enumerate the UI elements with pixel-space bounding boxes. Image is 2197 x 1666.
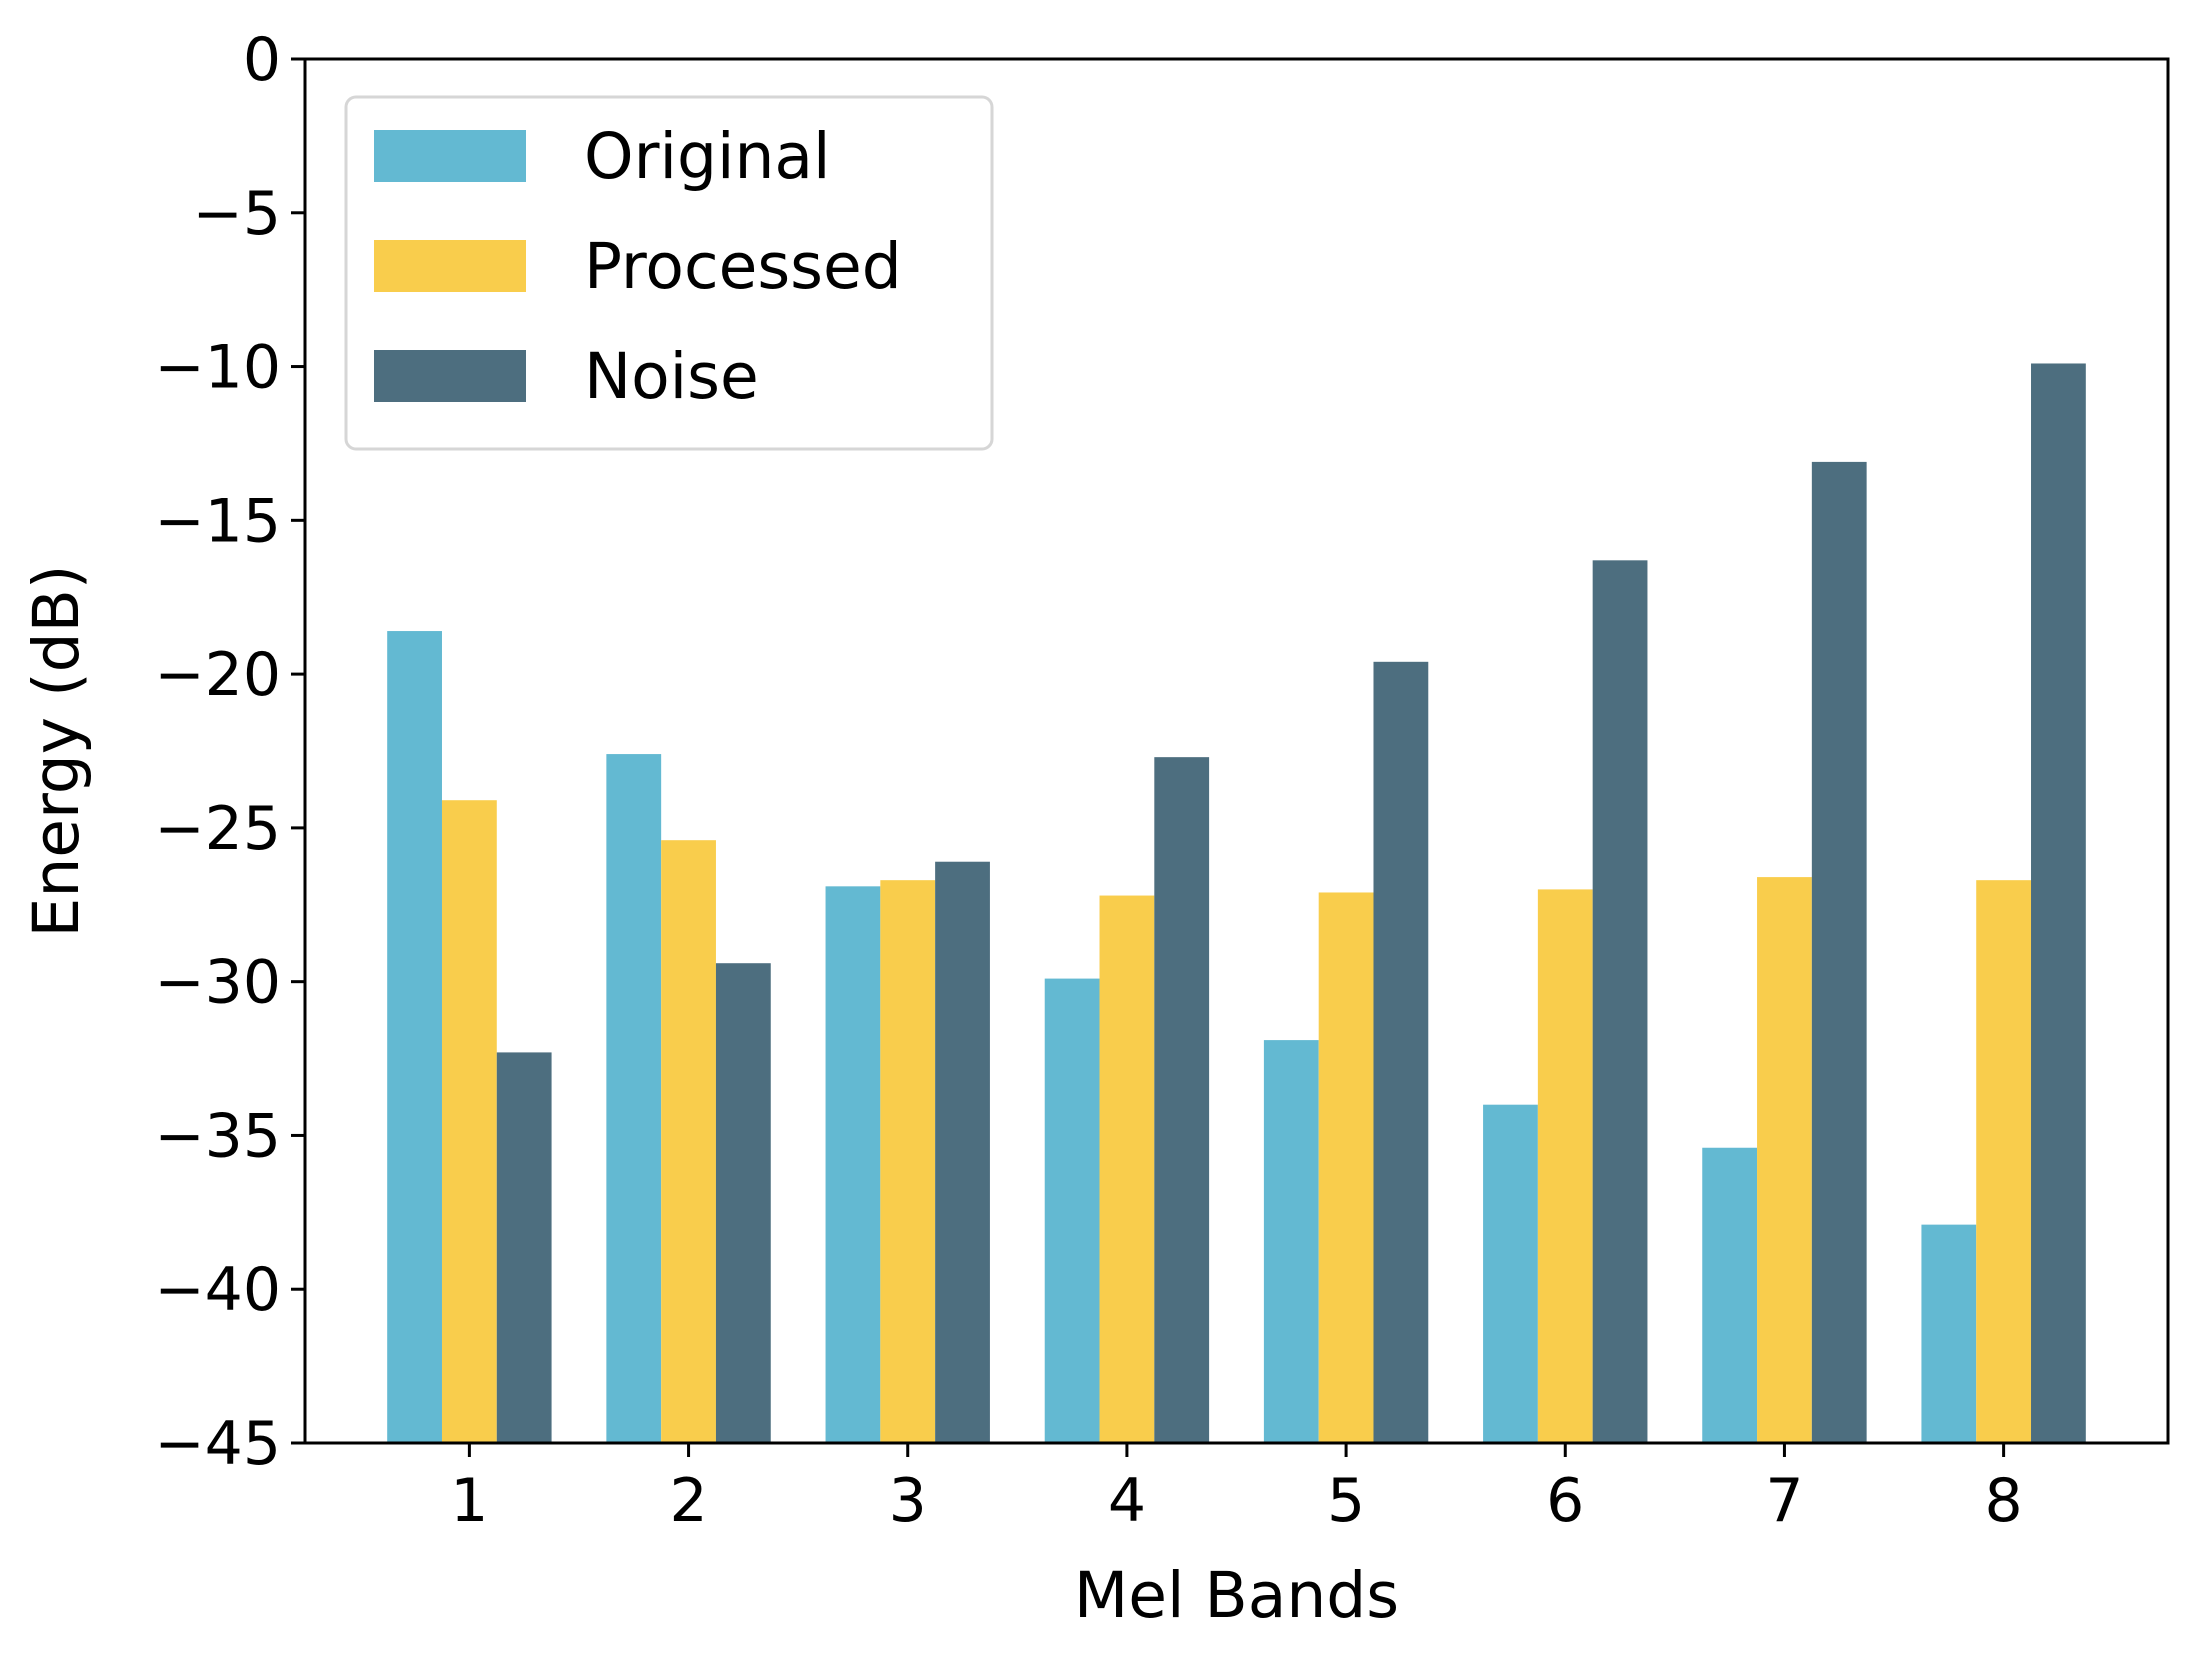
y-tick-label: −10	[154, 333, 281, 403]
plot-frame	[303, 57, 2170, 1445]
legend-swatch-noise	[374, 350, 526, 402]
x-tick-label: 8	[1985, 1466, 2023, 1536]
bar-processed-band-5	[1318, 892, 1374, 1443]
bar-noise-band-5	[1373, 661, 1429, 1443]
x-tick-label: 4	[1108, 1466, 1146, 1536]
bar-original-band-1	[387, 631, 442, 1443]
bar-original-band-3	[825, 886, 881, 1443]
bar-noise-band-1	[496, 1052, 552, 1443]
bar-processed-band-6	[1537, 889, 1593, 1443]
legend-label-processed: Processed	[584, 230, 902, 303]
y-tick-label: −20	[154, 640, 281, 710]
bar-noise-band-2	[715, 963, 771, 1443]
y-tick-label: −25	[154, 794, 281, 864]
x-axis-ticks: 1 2 3 4 5 6 7 8	[450, 1443, 2023, 1536]
bar-original-band-2	[606, 754, 662, 1443]
bar-processed-band-2	[661, 840, 716, 1443]
bar-original-band-6	[1483, 1104, 1538, 1443]
bar-original-band-8	[1921, 1224, 1977, 1443]
x-tick-label: 1	[450, 1466, 488, 1536]
y-axis-ticks: 0 −5 −10 −15 −20 −25 −30 −35 −40 −45	[154, 25, 305, 1479]
legend-swatch-original	[374, 130, 526, 182]
x-tick-label: 3	[889, 1466, 927, 1536]
legend: Original Processed Noise	[344, 95, 994, 451]
x-tick-label: 6	[1546, 1466, 1584, 1536]
y-tick-label: 0	[243, 25, 281, 95]
y-tick-label: −45	[154, 1409, 281, 1479]
y-tick-label: −40	[154, 1255, 281, 1325]
bar-noise-band-3	[935, 861, 990, 1443]
bar-processed-band-1	[441, 800, 497, 1443]
y-tick-label: −35	[154, 1101, 281, 1171]
y-tick-label: −5	[193, 179, 281, 249]
x-tick-label: 2	[669, 1466, 707, 1536]
bar-noise-band-8	[2031, 363, 2086, 1444]
bar-processed-band-3	[880, 880, 936, 1443]
bar-original-band-4	[1044, 978, 1100, 1443]
bar-processed-band-7	[1757, 877, 1812, 1443]
bars-group	[387, 363, 2086, 1444]
x-tick-label: 5	[1327, 1466, 1365, 1536]
bar-noise-band-7	[1811, 461, 1867, 1443]
bar-noise-band-6	[1592, 560, 1648, 1443]
y-tick-label: −15	[154, 486, 281, 556]
bar-processed-band-8	[1976, 880, 2032, 1443]
bar-processed-band-4	[1099, 895, 1155, 1443]
legend-label-noise: Noise	[584, 340, 759, 413]
bar-original-band-7	[1702, 1147, 1758, 1443]
legend-swatch-processed	[374, 240, 526, 292]
x-tick-label: 7	[1765, 1466, 1803, 1536]
y-axis-title: Energy (dB)	[20, 565, 93, 938]
y-tick-label: −30	[154, 948, 281, 1018]
bar-original-band-5	[1263, 1040, 1319, 1443]
legend-label-original: Original	[584, 120, 831, 193]
bar-noise-band-4	[1154, 757, 1210, 1443]
x-axis-title: Mel Bands	[1074, 1559, 1399, 1632]
